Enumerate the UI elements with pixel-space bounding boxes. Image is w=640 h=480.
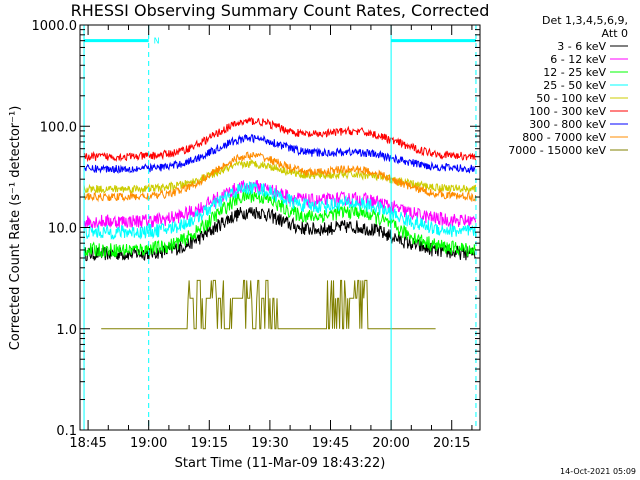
x-axis: 18:45 19:00 19:15 19:30 19:45 20:00 20:15 bbox=[69, 25, 473, 451]
legend-item-label: 300 - 800 keV bbox=[529, 118, 606, 131]
x-tick-label: 19:00 bbox=[130, 436, 167, 451]
y-axis: 0.1 1.0 10.0 100.0 1000.0 bbox=[32, 19, 480, 439]
legend-item-label: 3 - 6 keV bbox=[557, 40, 606, 53]
legend-item-label: 25 - 50 keV bbox=[543, 79, 606, 92]
legend-item-label: 50 - 100 keV bbox=[536, 92, 606, 105]
plot-area: N bbox=[83, 25, 477, 430]
y-tick-label: 10.0 bbox=[48, 222, 77, 237]
x-tick-label: 19:15 bbox=[191, 436, 228, 451]
y-tick-label: 100.0 bbox=[40, 120, 77, 135]
y-tick-label: 0.1 bbox=[56, 424, 77, 439]
series-line-3 bbox=[83, 188, 477, 259]
series-line-9 bbox=[101, 279, 436, 330]
legend-item-label: 7000 - 15000 keV bbox=[508, 144, 606, 157]
legend-header: Att 0 bbox=[602, 27, 628, 40]
x-tick-label: 19:30 bbox=[251, 436, 288, 451]
legend-item-label: 100 - 300 keV bbox=[529, 105, 606, 118]
legend-item-label: 800 - 7000 keV bbox=[522, 131, 606, 144]
legend-header: Det 1,3,4,5,6,9, bbox=[542, 14, 628, 27]
x-tick-label: 18:45 bbox=[69, 436, 106, 451]
legend-item-label: 12 - 25 keV bbox=[543, 66, 606, 79]
series-line-5 bbox=[83, 158, 477, 195]
y-tick-label: 1.0 bbox=[56, 323, 77, 338]
series-line-8 bbox=[83, 151, 477, 203]
x-axis-label: Start Time (11-Mar-09 18:43:22) bbox=[175, 456, 386, 471]
y-tick-label: 1000.0 bbox=[32, 19, 78, 34]
series-line-6 bbox=[83, 116, 477, 163]
series-line-7 bbox=[83, 133, 477, 174]
legend-item-label: 6 - 12 keV bbox=[550, 53, 606, 66]
timestamp: 14-Oct-2021 05:09 bbox=[560, 467, 636, 476]
flag-label: N bbox=[154, 37, 160, 46]
x-tick-label: 20:15 bbox=[433, 436, 470, 451]
x-tick-label: 19:45 bbox=[312, 436, 349, 451]
series-line-4 bbox=[83, 181, 477, 240]
chart-title: RHESSI Observing Summary Count Rates, Co… bbox=[71, 1, 490, 20]
y-axis-label: Corrected Count Rate (s⁻¹ detector⁻¹) bbox=[8, 106, 23, 351]
x-tick-label: 20:00 bbox=[372, 436, 409, 451]
